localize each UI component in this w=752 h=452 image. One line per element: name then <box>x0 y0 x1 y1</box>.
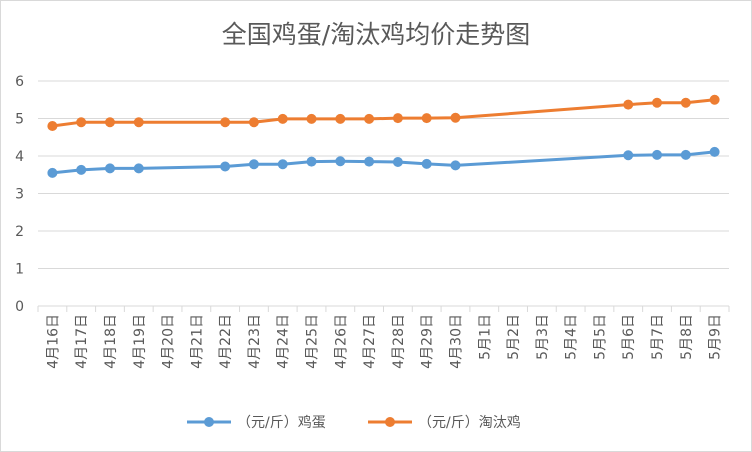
series-line-1 <box>52 98 715 128</box>
x-tick-label: 4月18日 <box>103 314 119 369</box>
x-tick-label: 4月17日 <box>74 314 90 369</box>
x-tick-label: 4月24日 <box>276 314 292 369</box>
data-point <box>450 160 461 171</box>
x-tick-label: 4月28日 <box>391 314 407 369</box>
data-point <box>623 150 634 161</box>
legend-label: （元/斤）鸡蛋 <box>237 414 326 431</box>
y-tick-label: 5 <box>15 112 24 128</box>
x-tick-label: 4月26日 <box>333 314 349 369</box>
x-tick-label: 4月23日 <box>247 314 263 369</box>
data-point <box>47 167 58 178</box>
x-tick-label: 5月2日 <box>506 314 522 360</box>
data-point <box>104 163 115 174</box>
x-tick-label: 4月30日 <box>448 314 464 369</box>
data-point <box>680 97 691 108</box>
data-point <box>364 156 375 167</box>
x-tick-label: 5月8日 <box>679 314 695 360</box>
x-tick-label: 5月5日 <box>592 314 608 360</box>
data-point <box>220 117 231 128</box>
x-tick-label: 4月29日 <box>420 314 436 369</box>
data-point <box>623 99 634 110</box>
series-line-0 <box>52 150 715 175</box>
x-tick-label: 4月22日 <box>218 314 234 369</box>
data-point <box>47 121 58 131</box>
data-point <box>133 117 144 128</box>
data-point <box>76 164 87 175</box>
data-point <box>248 117 259 128</box>
data-point <box>450 112 461 123</box>
y-tick-label: 0 <box>15 299 24 315</box>
data-point <box>709 146 720 157</box>
data-point <box>306 113 317 124</box>
data-point <box>104 117 115 128</box>
data-point <box>248 159 259 170</box>
data-point <box>76 117 87 128</box>
data-point <box>421 113 432 124</box>
x-tick-label: 4月20日 <box>161 314 177 369</box>
data-point <box>335 156 346 167</box>
x-tick-label: 5月7日 <box>650 314 666 360</box>
data-point <box>709 94 720 105</box>
y-tick-label: 4 <box>15 149 24 165</box>
chart-title: 全国鸡蛋/淘汰鸡均价走势图 <box>221 20 531 49</box>
data-point <box>220 161 231 172</box>
legend-swatch-marker <box>204 417 214 427</box>
x-tick-label: 5月9日 <box>708 314 724 360</box>
data-point <box>421 158 432 169</box>
y-tick-label: 6 <box>15 74 24 90</box>
data-point <box>392 113 403 124</box>
data-point <box>652 97 663 108</box>
data-point <box>335 113 346 124</box>
data-point <box>652 149 663 160</box>
data-point <box>133 163 144 174</box>
x-tick-label: 4月16日 <box>45 314 61 369</box>
x-tick-label: 4月27日 <box>362 314 378 369</box>
x-tick-label: 5月3日 <box>535 314 551 360</box>
x-tick-label: 5月4日 <box>564 314 580 360</box>
legend-label: （元/斤）淘汰鸡 <box>418 414 521 431</box>
y-tick-label: 1 <box>15 262 24 278</box>
y-tick-label: 3 <box>15 187 24 203</box>
data-point <box>364 113 375 124</box>
data-point <box>277 159 288 170</box>
data-point <box>392 157 403 167</box>
data-point <box>277 113 288 124</box>
data-point <box>306 156 317 167</box>
x-tick-label: 5月6日 <box>621 314 637 360</box>
x-tick-label: 5月1日 <box>477 314 493 360</box>
legend-swatch-marker <box>385 417 395 427</box>
y-tick-label: 2 <box>15 224 24 240</box>
x-tick-label: 4月25日 <box>305 314 321 369</box>
data-point <box>680 149 691 160</box>
x-tick-label: 4月19日 <box>132 314 148 369</box>
x-tick-label: 4月21日 <box>189 314 205 369</box>
